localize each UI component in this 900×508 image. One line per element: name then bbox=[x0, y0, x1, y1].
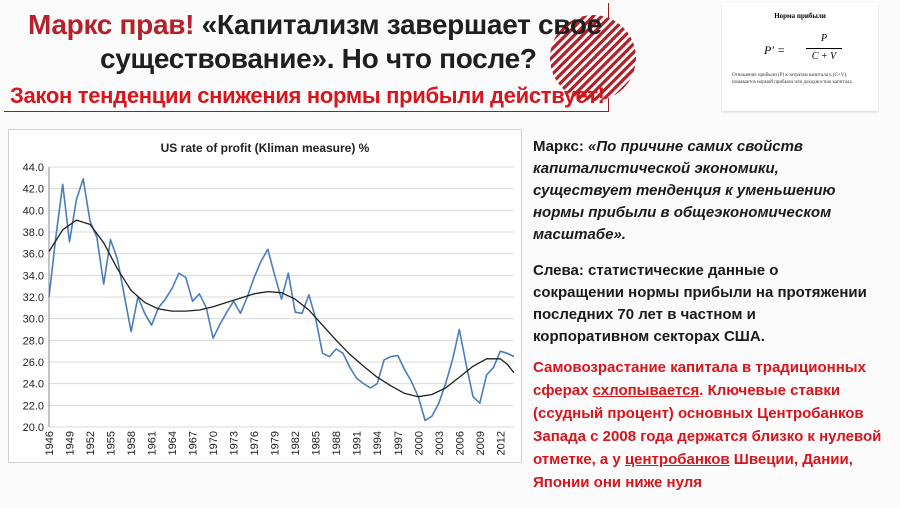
x-tick-label: 1997 bbox=[393, 431, 405, 455]
x-tick-label: 2003 bbox=[434, 431, 446, 455]
marx-quote: Маркс: «По причине самих свойств капитал… bbox=[533, 136, 873, 246]
x-tick-label: 1955 bbox=[106, 431, 118, 455]
y-tick-label: 42.0 bbox=[23, 184, 44, 196]
central-bank-note: Самовозрастание капитала в традиционных … bbox=[533, 356, 893, 494]
x-tick-label: 1958 bbox=[126, 431, 138, 455]
y-tick-label: 22.0 bbox=[23, 400, 44, 412]
y-tick-label: 26.0 bbox=[23, 357, 44, 369]
x-tick-label: 1994 bbox=[372, 431, 384, 455]
red-para-underlined-2: центробанков bbox=[624, 451, 730, 468]
title-line-1-text: «Капитализм завершает свое bbox=[194, 9, 603, 40]
quote-text: «По причине самих свойств капиталистичес… bbox=[533, 138, 836, 243]
red-para-part-2: . Ключевые ставки (ссудный процент) осно… bbox=[533, 382, 882, 468]
quote-prefix: Маркс: bbox=[533, 138, 588, 155]
formula-card-title: Норма прибыли bbox=[774, 12, 826, 20]
x-tick-label: 1970 bbox=[208, 431, 220, 455]
x-tick-label: 1985 bbox=[311, 431, 323, 455]
x-tick-label: 1982 bbox=[290, 431, 302, 455]
title-box: Маркс прав! «Капитализм завершает свое с… bbox=[4, 3, 636, 112]
y-tick-label: 34.0 bbox=[23, 270, 44, 282]
series-line-profit-rate bbox=[48, 178, 515, 422]
x-tick-label: 2006 bbox=[454, 431, 466, 455]
profit-rate-chart: 20.0 22.0 24.0 26.0 28.0 30.0 32.0 34.0 36.0 38.0… bbox=[23, 162, 515, 455]
formula-note: Отношение прибыли (P) к затратам капитал… bbox=[732, 73, 853, 85]
y-tick-label: 24.0 bbox=[23, 379, 44, 391]
x-tick-label: 1946 bbox=[44, 431, 56, 455]
y-tick-label: 38.0 bbox=[23, 227, 44, 239]
formula-denominator: C + V bbox=[811, 51, 837, 62]
x-tick-label: 1988 bbox=[331, 431, 343, 455]
x-tick-label: 1964 bbox=[167, 431, 179, 455]
chart-panel: US rate of profit (Kliman measure) % 20.… bbox=[8, 129, 522, 463]
y-tick-label: 36.0 bbox=[23, 249, 44, 261]
chart-series bbox=[48, 178, 515, 422]
formula-numerator: P bbox=[820, 33, 828, 44]
y-axis-ticks: 20.0 22.0 24.0 26.0 28.0 30.0 32.0 34.0 36.0 38.0… bbox=[23, 162, 44, 434]
striped-circle-decoration bbox=[550, 15, 636, 101]
y-tick-label: 44.0 bbox=[23, 162, 44, 174]
x-tick-label: 1973 bbox=[229, 431, 241, 455]
y-tick-label: 20.0 bbox=[23, 422, 44, 434]
x-tick-label: 2012 bbox=[495, 431, 507, 455]
x-tick-label: 1976 bbox=[249, 431, 261, 455]
formula-lhs: P′ = bbox=[764, 43, 786, 57]
subtitle-law: Закон тенденции снижения нормы прибыли д… bbox=[10, 83, 605, 108]
red-para-underlined-1: схлопывается bbox=[592, 382, 700, 399]
x-tick-label: 1979 bbox=[270, 431, 282, 455]
chart-title: US rate of profit (Kliman measure) % bbox=[160, 141, 370, 155]
x-tick-label: 1961 bbox=[147, 431, 159, 455]
y-tick-label: 32.0 bbox=[23, 292, 44, 304]
x-tick-label: 1967 bbox=[188, 431, 200, 455]
x-tick-label: 2000 bbox=[413, 431, 425, 455]
chart-description: Слева: статистические данные о сокращени… bbox=[533, 262, 867, 345]
formula-card: Норма прибыли P′ = P C + V Отношение при… bbox=[722, 3, 878, 111]
x-axis-ticks: 1946 1949 1952 1955 1958 1961 1964 1967 1970 1973… bbox=[44, 431, 507, 455]
x-tick-label: 1949 bbox=[65, 431, 77, 455]
formula-fraction-bar bbox=[806, 48, 842, 49]
series-line-trend bbox=[48, 219, 515, 398]
title-line-1: Маркс прав! «Капитализм завершает свое bbox=[28, 9, 602, 41]
x-tick-label: 1991 bbox=[352, 431, 364, 455]
red-para-part-3: Швеции, Дании, Японии они ниже нуля bbox=[533, 451, 853, 491]
y-tick-label: 30.0 bbox=[23, 314, 44, 326]
y-tick-label: 40.0 bbox=[23, 205, 44, 217]
y-tick-label: 28.0 bbox=[23, 335, 44, 347]
x-tick-label: 1952 bbox=[85, 431, 97, 455]
title-highlight: Маркс прав! bbox=[28, 9, 195, 40]
title-line-2: существование». Но что после? bbox=[100, 43, 537, 74]
x-tick-label: 2009 bbox=[475, 431, 487, 455]
red-para-part-1: Самовозрастание капитала в традиционных … bbox=[533, 359, 866, 399]
